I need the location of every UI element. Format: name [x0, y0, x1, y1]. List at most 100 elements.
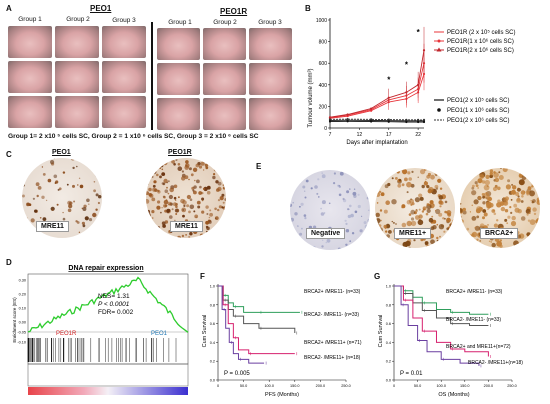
- stain-speck: [185, 163, 190, 168]
- stain-speck: [181, 234, 185, 238]
- stain-speck: [438, 212, 443, 217]
- stain-speck: [514, 207, 520, 213]
- stain-speck: [351, 232, 355, 235]
- stain-speck: [444, 200, 448, 204]
- stain-speck: [375, 183, 379, 189]
- stain-speck: [353, 194, 357, 198]
- stain-speck: [511, 183, 514, 186]
- panel-d-hit-ticks: [27, 338, 177, 362]
- stain-speck: [87, 230, 92, 235]
- stain-speck: [168, 194, 173, 200]
- stain-speck: [184, 175, 189, 180]
- stain-speck: [189, 232, 193, 236]
- stain-speck: [447, 212, 452, 217]
- stain-speck: [222, 217, 226, 221]
- stain-speck: [205, 205, 209, 209]
- stain-speck: [483, 192, 489, 198]
- stain-speck: [408, 213, 412, 216]
- y-tick-label: 800: [319, 40, 328, 46]
- panel-f-label: F: [200, 272, 205, 281]
- stain-speck: [62, 171, 66, 174]
- stain-speck: [401, 204, 405, 208]
- stain-speck: [510, 199, 513, 201]
- stain-speck: [442, 244, 448, 248]
- stain-speck: [22, 194, 25, 198]
- stain-speck: [538, 220, 540, 222]
- stain-speck: [533, 168, 537, 173]
- stain-speck: [83, 204, 87, 208]
- data-point: [387, 118, 390, 121]
- stain-speck: [181, 170, 184, 173]
- stain-speck: [209, 212, 213, 217]
- mouse-photo: [102, 96, 146, 128]
- stain-speck: [452, 218, 455, 225]
- stain-speck: [321, 174, 326, 179]
- stain-speck: [338, 193, 342, 197]
- stain-speck: [513, 168, 516, 170]
- stain-speck: [417, 176, 419, 178]
- stain-speck: [147, 217, 150, 220]
- stain-speck: [504, 196, 509, 201]
- stain-speck: [536, 219, 539, 221]
- stain-speck: [159, 167, 161, 169]
- stain-speck: [151, 235, 154, 237]
- y-tick-label: 0.4: [386, 341, 391, 345]
- stain-speck: [475, 184, 479, 187]
- stain-speck: [162, 224, 166, 228]
- stain-speck: [173, 196, 177, 200]
- stain-speck: [479, 223, 485, 229]
- stain-speck: [530, 200, 532, 202]
- stain-speck: [398, 179, 402, 182]
- panel-a-peo1r-group-2: Group 2: [213, 19, 237, 26]
- stain-speck: [182, 214, 185, 218]
- stain-speck: [401, 183, 405, 187]
- stain-speck: [196, 179, 200, 184]
- stain-speck: [358, 241, 362, 245]
- stain-speck: [26, 202, 30, 207]
- stain-speck: [497, 199, 501, 203]
- stain-speck: [100, 234, 102, 236]
- stain-speck: [161, 182, 165, 185]
- stain-speck: [328, 202, 331, 205]
- panel-a-divider: [151, 22, 153, 130]
- stain-speck: [532, 199, 536, 203]
- stain-speck: [379, 175, 382, 177]
- stain-speck: [461, 245, 463, 247]
- stain-speck: [78, 177, 81, 179]
- stain-speck: [399, 168, 403, 171]
- panel-f-km-plot: Cum Survival 0 50.0 100.0 150.0 200.0 250.0 0.…: [202, 284, 362, 398]
- stain-speck: [290, 203, 293, 207]
- stain-speck: [471, 190, 477, 196]
- stain-speck: [375, 212, 380, 218]
- stain-speck: [521, 175, 527, 180]
- y-tick-label: 0.6: [386, 322, 391, 326]
- stain-speck: [222, 201, 225, 204]
- stain-speck: [168, 203, 170, 206]
- stain-speck: [188, 210, 191, 214]
- mouse-photo: [55, 61, 99, 93]
- stain-speck: [302, 185, 306, 189]
- stain-speck: [83, 160, 86, 163]
- mouse-photo: [8, 61, 52, 93]
- panel-g-km-plot: Cum Survival 0 50.0 100.0 150.0 200.0 250.0 0.…: [378, 284, 523, 398]
- stain-speck: [96, 217, 101, 222]
- stain-speck: [527, 219, 531, 222]
- stain-speck: [445, 176, 451, 182]
- stain-speck: [175, 205, 178, 208]
- stain-speck: [82, 224, 86, 228]
- stain-speck: [479, 168, 481, 170]
- stain-speck: [460, 223, 462, 226]
- stain-speck: [469, 175, 473, 179]
- stain-speck: [446, 227, 450, 231]
- stain-speck: [163, 199, 169, 205]
- stain-speck: [212, 175, 216, 180]
- y-tick-label: 0.30: [19, 279, 26, 283]
- stain-speck: [342, 197, 345, 201]
- y-tick-label: 0.0: [386, 379, 391, 383]
- stain-speck: [194, 179, 196, 182]
- stain-speck: [384, 184, 389, 189]
- stain-speck: [380, 192, 385, 197]
- data-point: [328, 118, 332, 121]
- stain-speck: [488, 240, 491, 243]
- panel-d-label: D: [6, 258, 12, 267]
